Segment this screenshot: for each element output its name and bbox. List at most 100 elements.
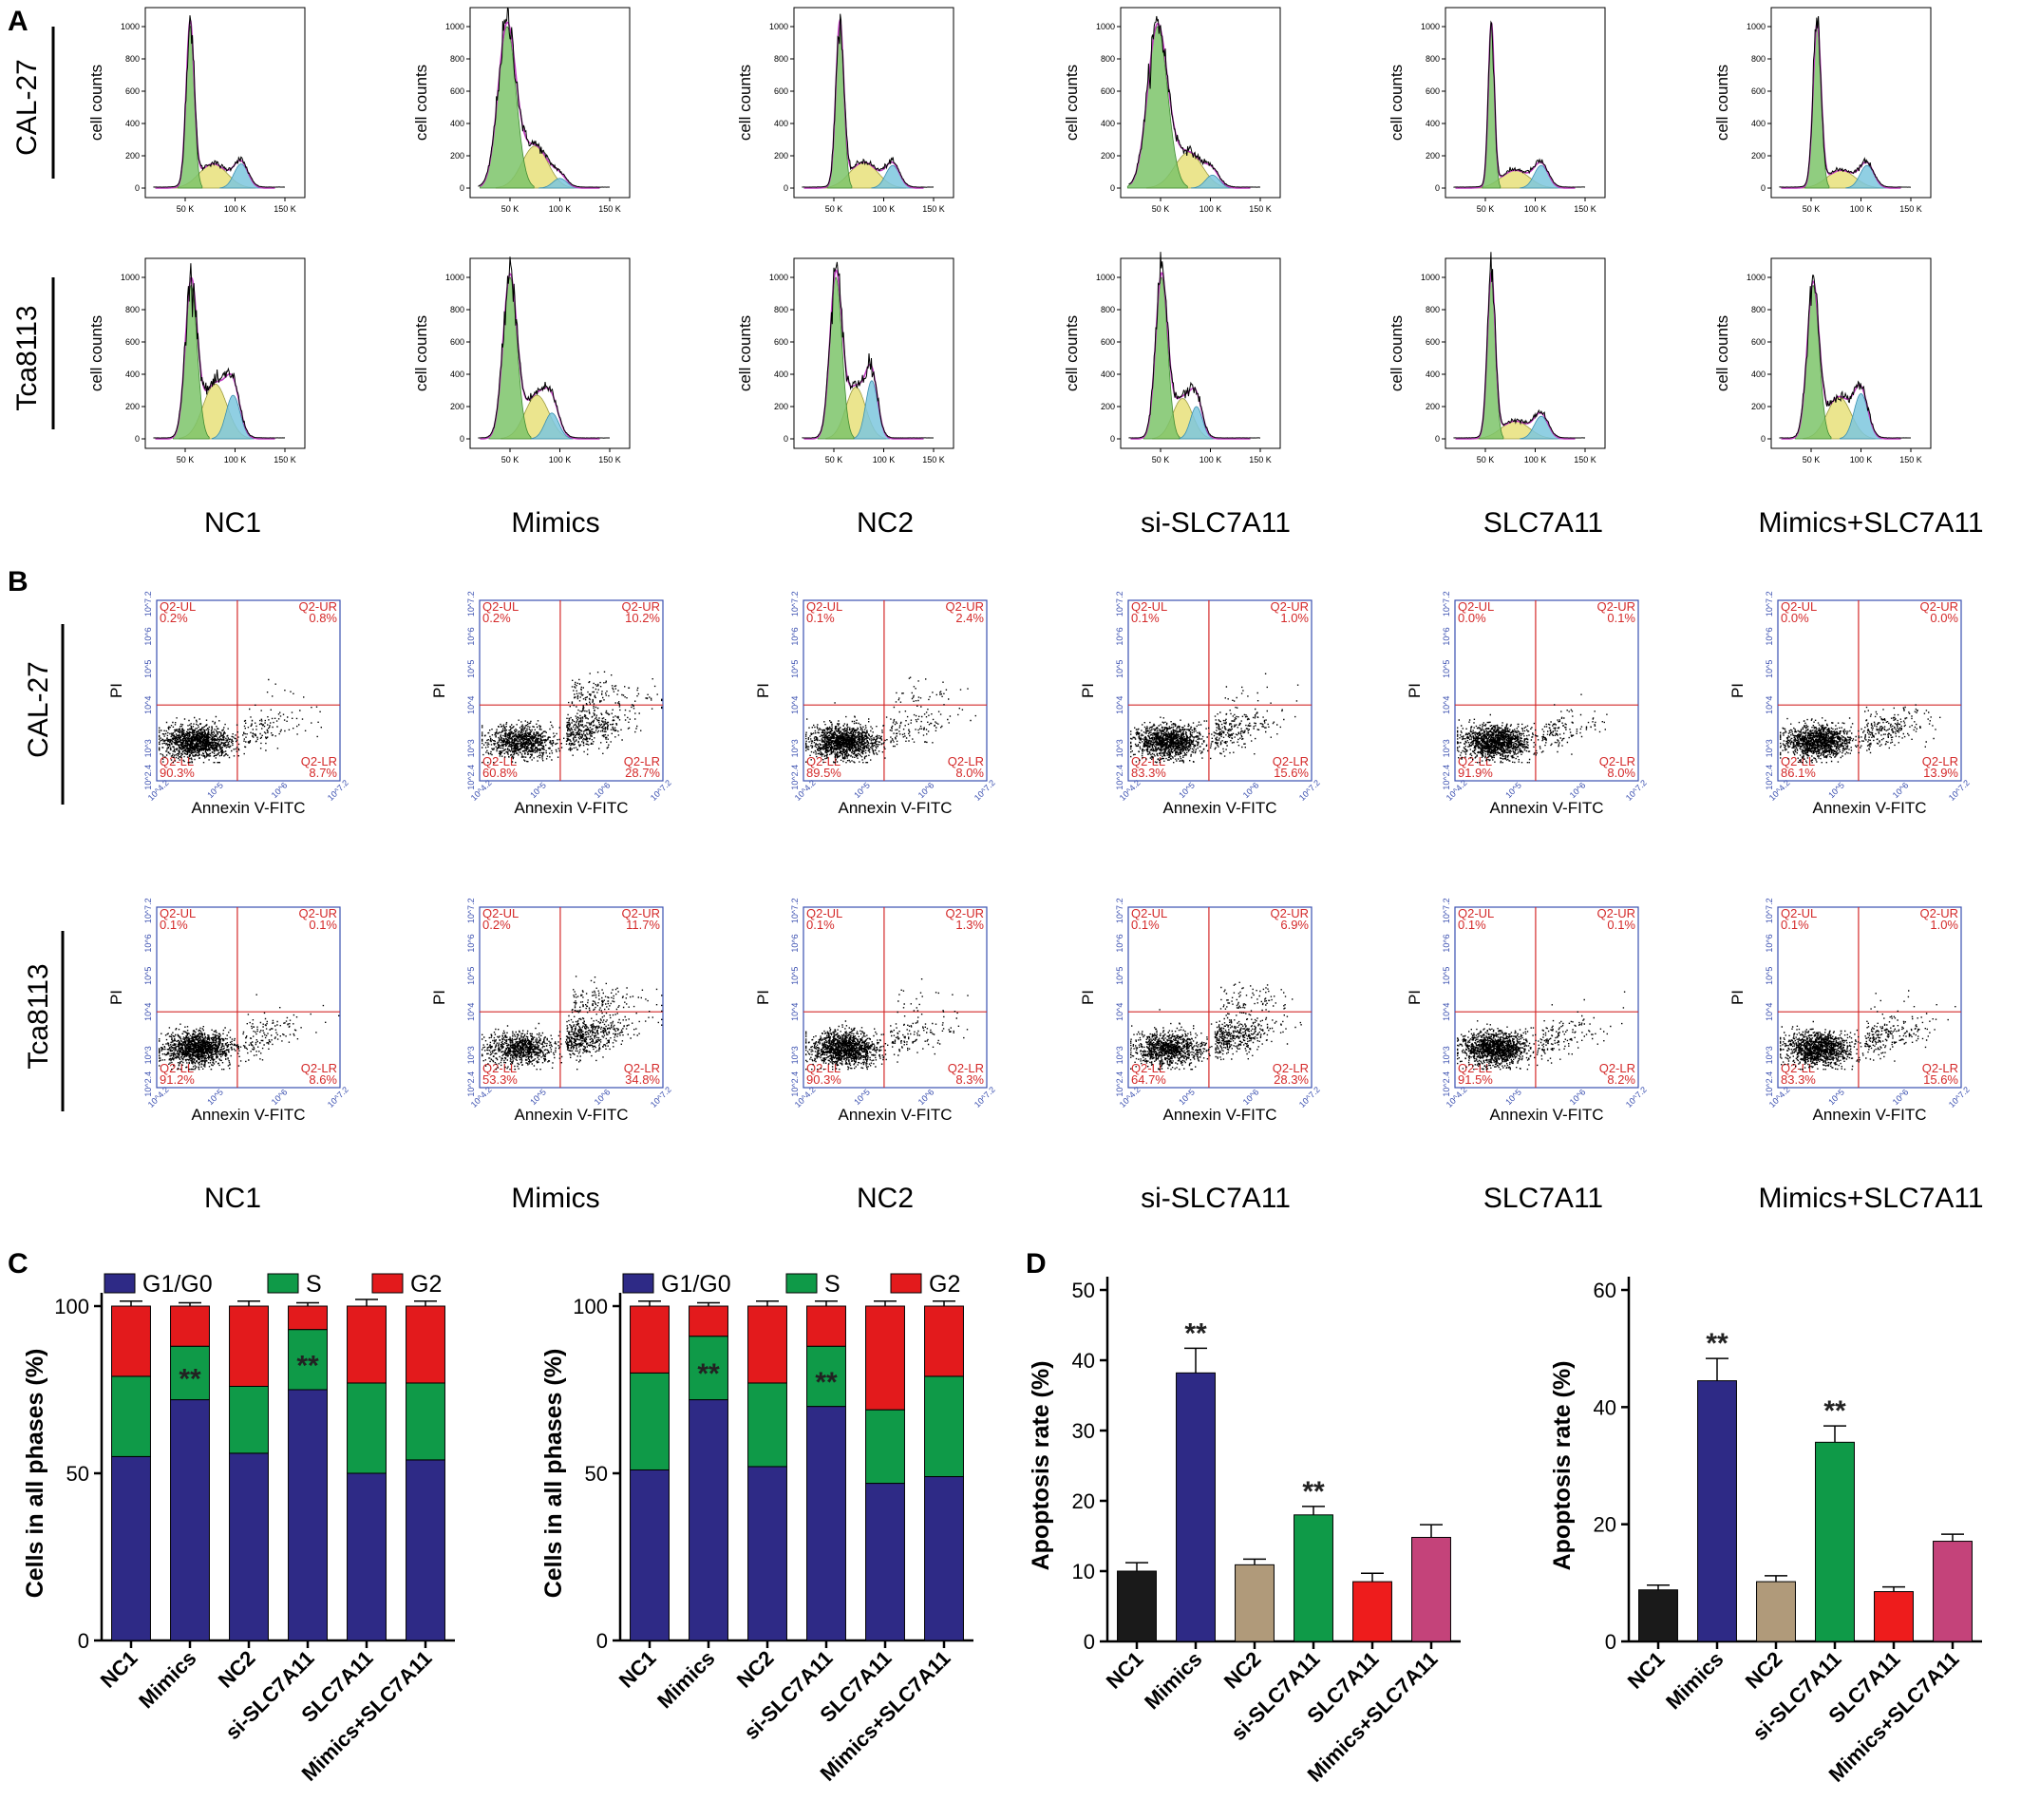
x-tick-label: 50 K [501,455,519,464]
y-tick-label: 400 [1101,370,1115,379]
quadrant-ul-name: Q2-UL [1781,906,1817,920]
raw-data-curve [153,263,286,439]
raw-data-curve [1453,20,1586,188]
y-tick-label: 10^2.4 [790,765,800,790]
y-tick-label: 40 [1594,1395,1616,1419]
y-tick-label: 1000 [121,22,140,31]
y-tick-label: 400 [125,119,140,128]
y-axis-label: cell counts [736,65,754,141]
y-tick-label: 800 [125,305,140,314]
raw-data-curve [1453,252,1586,439]
significance-marker: ** [1823,1395,1846,1427]
x-tick-label: 50 K [177,204,195,214]
error-bar [1420,1524,1443,1538]
bar-g1-g0-nc2 [747,1466,787,1641]
x-axis-label: Annexin V-FITC [1490,799,1604,817]
x-tick-label: 10^5 [1177,1088,1197,1108]
histogram-tca8113-slc7a11: 1000 800 600 400 200 0 50 K 100 K 150 K cell coun… [1388,252,1606,464]
quadrant-ll-name: Q2-LL [1781,754,1815,768]
error-bar [1941,1533,1964,1542]
y-tick-label: 0 [784,434,788,444]
quadrant-ul-name: Q2-UL [806,599,842,614]
y-tick-label: 10^5 [1115,660,1124,678]
y-tick-label: 800 [450,305,464,314]
x-tick-label: 10^7.2 [1297,1085,1322,1109]
x-tick-label: 100 K [1199,204,1222,214]
flow-plot-cal-27-mimics: Q2-UL0.2%Q2-UR10.2%Q2-LL60.8%Q2-LR28.7%1… [430,591,673,817]
quadrant-ul-value: 0.1% [806,611,835,625]
histogram-cal-27-mimics-slc7a11: 1000 800 600 400 200 0 50 K 100 K 150 K cell coun… [1713,7,1932,214]
x-tick-label: 50 K [501,204,519,214]
x-tick-label: 10^7.2 [1297,778,1322,803]
x-axis-label: Annexin V-FITC [1490,1106,1604,1124]
x-axis-label: Annexin V-FITC [1813,1106,1927,1124]
quadrant-ur-value: 0.0% [1930,611,1958,625]
histogram-cal-27-mimics: 1000 800 600 400 200 0 50 K 100 K 150 K cell coun… [412,7,631,214]
y-tick-label: 20 [1594,1513,1616,1537]
x-tick-label: 10^6 [270,1088,290,1108]
x-tick-label: 10^7.2 [1947,778,1972,803]
quadrant-lr-value: 8.7% [309,766,337,780]
bar-g1-g0-mimics [170,1399,210,1641]
y-tick-label: 0 [596,1629,608,1653]
y-tick-label: 400 [1426,370,1440,379]
group-label-nc1: NC1 [204,507,261,539]
flow-plot-tca8113-nc2: Q2-UL0.1%Q2-UR1.3%Q2-LL90.3%Q2-LR8.3%10^… [754,898,997,1124]
quadrant-ul-name: Q2-UL [160,906,196,920]
group-label-mimics: Mimics [511,1183,599,1214]
y-tick-label: 800 [1751,54,1766,64]
bar-nc2 [1235,1564,1275,1642]
flow-plot-cal-27-slc7a11: Q2-UL0.0%Q2-UR0.1%Q2-LL91.9%Q2-LR8.0%10^… [1406,591,1649,817]
x-axis-label: Annexin V-FITC [1813,799,1927,817]
flow-plot-tca8113-mimics: Q2-UL0.2%Q2-UR11.7%Q2-LL53.3%Q2-LR34.8%1… [430,898,673,1124]
bar-g2-slc7a11 [865,1305,905,1411]
plot-frame [469,7,631,199]
flow-plot-cal-27-nc2: Q2-UL0.1%Q2-UR2.4%Q2-LL89.5%Q2-LR8.0%10^… [754,591,997,817]
quadrant-ll-value: 91.9% [1458,766,1493,780]
x-tick-label: 10^7.2 [1624,778,1649,803]
y-tick-label: 10^6 [1115,627,1124,645]
quadrant-lr-value: 8.2% [1607,1072,1635,1087]
y-tick-label: 400 [1426,119,1440,128]
y-tick-label: 10^6 [143,934,153,952]
bar-g2-slc7a11 [347,1305,387,1384]
y-tick-label: 10^3 [790,739,800,757]
y-tick-label: 0 [1761,183,1766,193]
y-tick-label: 800 [1426,305,1440,314]
y-tick-label: 10^4 [466,696,476,714]
x-tick-label: 10^5 [205,1088,225,1108]
quadrant-lr-name: Q2-LR [1273,754,1309,768]
quadrant-ur-name: Q2-UR [622,906,660,920]
x-tick-label: 100 K [224,455,247,464]
error-bar [1243,1558,1266,1565]
quadrant-ul-value: 0.1% [1458,918,1486,932]
y-tick-label: 800 [774,54,788,64]
legend-label-s: S [824,1271,841,1298]
event-dots [805,676,976,764]
y-tick-label: 800 [125,54,140,64]
bar-s-nc2 [229,1385,269,1454]
x-axis-label: Annexin V-FITC [192,799,306,817]
bar-g2-mimics [689,1305,728,1337]
y-axis-label: cell counts [412,315,430,391]
bar-g1-g0-slc7a11 [347,1472,387,1641]
histogram-cal-27-nc2: 1000 800 600 400 200 0 50 K 100 K 150 K cell coun… [736,7,954,214]
y-axis-label: Cells in all phases (%) [22,1349,48,1599]
raw-data-curve [802,261,934,439]
quadrant-ur-name: Q2-UR [299,599,337,614]
y-tick-label: 10^3 [143,1046,153,1064]
y-tick-label: 10^3 [1765,739,1774,757]
bar-g2-si-slc7a11 [288,1305,328,1331]
x-tick-label: 10^7.2 [326,1085,350,1109]
x-tick-label-nc2: NC2 [214,1646,260,1693]
error-bar [237,1299,260,1306]
plot-frame [793,7,954,199]
x-tick-label: 100 K [1850,204,1873,214]
quadrant-ll-name: Q2-LL [806,754,841,768]
g2-phase-area [530,412,574,440]
legend-label-g2: G2 [410,1271,442,1298]
panel-b-apoptosis-flow-plots: CAL-27Q2-UL0.2%Q2-UR0.8%Q2-LL90.3%Q2-LR8… [23,591,1984,1214]
quadrant-ul-value: 0.1% [1781,918,1809,932]
significance-marker: ** [815,1367,838,1398]
